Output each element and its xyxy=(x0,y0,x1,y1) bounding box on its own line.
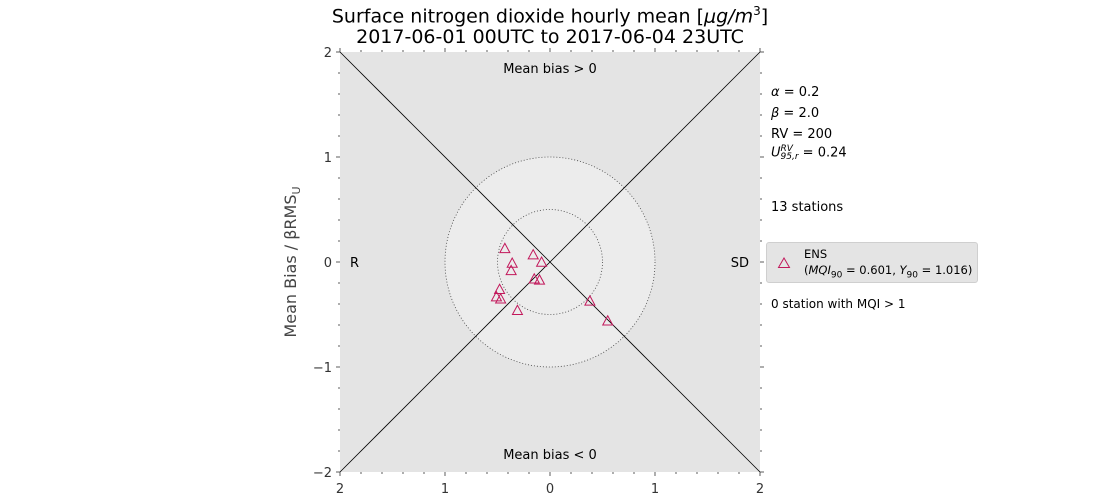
chart-title-line2: 2017-06-01 00UTC to 2017-06-04 23UTC xyxy=(356,26,744,48)
mqi-note: 0 station with MQI > 1 xyxy=(771,297,906,311)
y-tick-label: 2 xyxy=(324,46,332,61)
y-tick-label: −2 xyxy=(313,466,332,481)
y-tick-label: −1 xyxy=(313,361,332,376)
data-point xyxy=(601,314,614,326)
data-point xyxy=(535,255,548,267)
region-label-top: Mean bias > 0 xyxy=(503,62,597,77)
data-point xyxy=(533,273,546,285)
legend-series-name: ENS xyxy=(804,247,828,261)
data-point xyxy=(527,248,540,260)
legend-series-stats: (MQI90 = 0.601, Y90 = 1.016) xyxy=(804,263,973,281)
data-point xyxy=(511,304,524,316)
data-point xyxy=(584,294,596,306)
data-point xyxy=(493,283,506,295)
legend-entry: ENS (MQI90 = 0.601, Y90 = 1.016) xyxy=(804,246,972,283)
legend-marker-triangle-icon xyxy=(777,257,791,268)
station-count: 13 stations xyxy=(771,200,844,215)
data-point xyxy=(499,242,511,254)
chart-title-line1: Surface nitrogen dioxide hourly mean [μg… xyxy=(331,4,769,28)
diagonal-line-2 xyxy=(339,51,761,473)
u95-param: URV 95,r = 0.24 xyxy=(771,144,847,162)
region-label-bottom: Mean bias < 0 xyxy=(503,448,597,463)
inner-circle xyxy=(497,209,603,315)
alpha-param: α = 0.2 xyxy=(771,85,820,100)
x-tick-label: 2 xyxy=(756,482,764,497)
region-label-left: R xyxy=(350,256,359,271)
rv-param: RV = 200 xyxy=(771,127,833,142)
x-tick-label: 2 xyxy=(336,482,344,497)
y-tick-label: 0 xyxy=(324,256,332,271)
data-point xyxy=(494,292,507,304)
beta-param: β = 2.0 xyxy=(771,106,820,121)
y-tick-label: 1 xyxy=(324,151,332,166)
data-point xyxy=(528,272,541,284)
x-tick-label: 0 xyxy=(546,482,554,497)
x-tick-label: 1 xyxy=(651,482,659,497)
legend: ENS (MQI90 = 0.601, Y90 = 1.016) xyxy=(766,242,978,283)
region-label-right: SD xyxy=(731,256,749,271)
x-tick-label: 1 xyxy=(441,482,449,497)
data-point xyxy=(505,264,517,276)
